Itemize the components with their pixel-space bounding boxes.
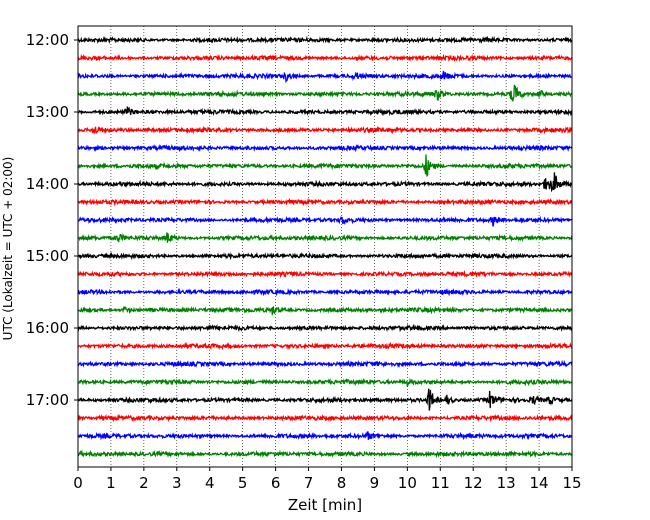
seismogram-trace	[77, 232, 573, 243]
x-tick-label: 5	[238, 474, 248, 492]
x-tick-label: 9	[370, 474, 380, 492]
x-tick-label: 4	[205, 474, 215, 492]
plot-frame	[77, 25, 573, 468]
seismogram-trace	[77, 251, 573, 261]
x-tick-label: 6	[271, 474, 281, 492]
y-tick-label: 13:00	[26, 103, 69, 121]
seismogram-trace	[77, 449, 573, 459]
x-tick-label: 15	[562, 474, 581, 492]
x-tick-label: 13	[497, 474, 516, 492]
seismogram-trace	[77, 84, 573, 102]
seismogram-trace	[77, 269, 573, 279]
x-tick-label: 12	[464, 474, 483, 492]
y-tick-label: 16:00	[26, 319, 69, 337]
x-tick-label: 8	[337, 474, 347, 492]
seismogram-trace	[77, 359, 573, 369]
y-axis: 12:00 13:00 14:00 15:00 16:00 17:00	[26, 31, 78, 409]
seismogram-trace	[77, 431, 573, 441]
seismogram-trace	[77, 323, 573, 333]
x-tick-label: 7	[304, 474, 314, 492]
y-tick-label: 14:00	[26, 175, 69, 193]
x-tick-label: 0	[73, 474, 83, 492]
seismogram-trace	[77, 143, 573, 153]
seismogram-trace	[77, 154, 573, 178]
seismogram-trace	[77, 106, 573, 117]
x-axis-label: Zeit [min]	[288, 496, 362, 514]
seismogram-trace	[77, 70, 573, 84]
x-axis: 0 1 2 3 4 5 6 7 8 9 10 11 12 13 14 15	[73, 467, 582, 492]
seismogram-trace	[77, 35, 573, 45]
y-axis-label: UTC (Lokalzeit = UTC + 02:00)	[1, 157, 15, 341]
x-tick-label: 2	[139, 474, 149, 492]
y-tick-label: 12:00	[26, 31, 69, 49]
seismogram-trace	[77, 53, 573, 63]
seismogram-trace	[77, 377, 573, 387]
seismogram-trace	[77, 125, 573, 135]
seismogram-trace	[77, 341, 573, 351]
seismogram-trace	[77, 172, 573, 193]
seismogram-trace	[77, 305, 573, 316]
x-tick-label: 3	[172, 474, 182, 492]
seismogram-trace	[77, 215, 573, 227]
seismogram-trace	[77, 287, 573, 297]
seismogram-trace	[77, 388, 573, 411]
x-tick-label: 11	[431, 474, 450, 492]
x-tick-label: 10	[398, 474, 417, 492]
seismogram-trace	[77, 197, 573, 207]
seismogram-trace	[77, 413, 573, 423]
x-tick-label: 14	[530, 474, 549, 492]
x-tick-label: 1	[106, 474, 116, 492]
y-tick-label: 17:00	[26, 391, 69, 409]
seismogram-traces	[77, 35, 573, 459]
y-tick-label: 15:00	[26, 247, 69, 265]
